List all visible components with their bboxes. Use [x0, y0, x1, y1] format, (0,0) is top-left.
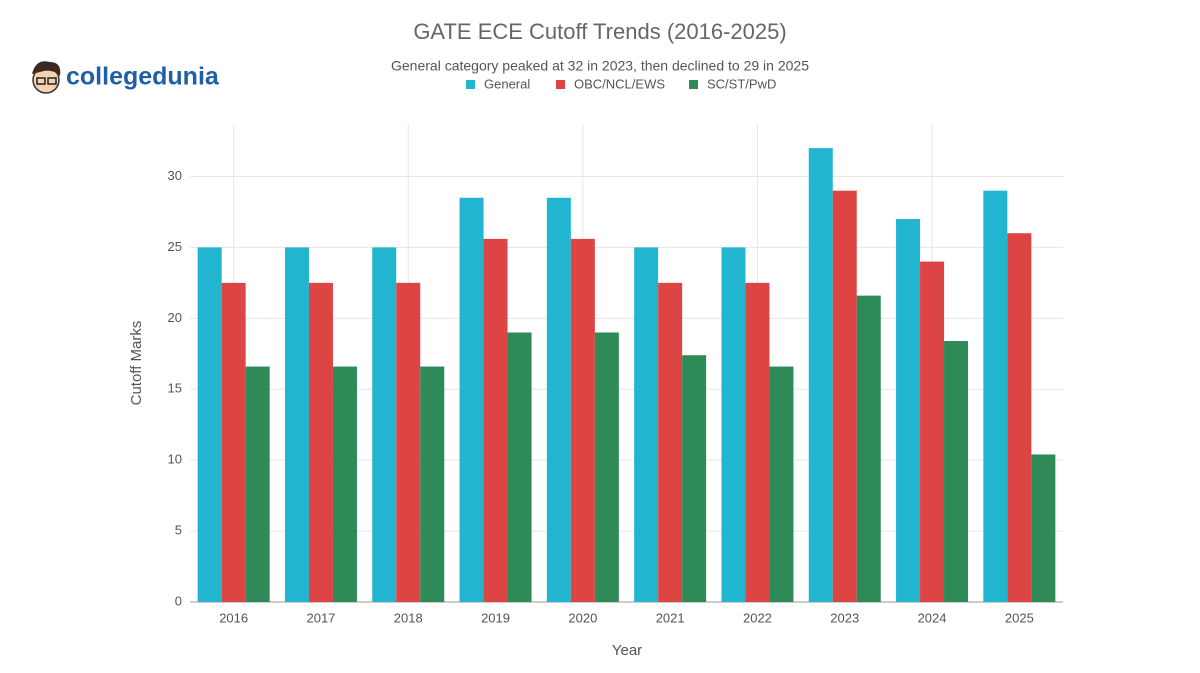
logo-text: collegedunia — [66, 63, 220, 91]
bar — [808, 148, 833, 602]
legend-label: OBC/NCL/EWS — [574, 76, 665, 91]
bar — [221, 282, 246, 602]
x-tick-label: 2017 — [306, 610, 335, 625]
bar — [459, 197, 484, 602]
chart-title: GATE ECE Cutoff Trends (2016-2025) — [413, 19, 786, 44]
logo-glasses — [36, 77, 46, 85]
legend-swatch — [556, 80, 565, 89]
y-tick-label: 10 — [168, 452, 182, 467]
x-tick-label: 2016 — [219, 610, 248, 625]
bar — [658, 282, 683, 602]
x-tick-label: 2018 — [394, 610, 423, 625]
bar — [396, 282, 421, 602]
bar — [594, 332, 619, 602]
bar — [832, 190, 857, 603]
y-tick-label: 20 — [168, 310, 182, 325]
bar — [682, 355, 707, 602]
bar — [920, 261, 945, 602]
bar — [769, 366, 794, 602]
chart-subtitle: General category peaked at 32 in 2023, t… — [391, 58, 809, 74]
y-tick-label: 0 — [175, 593, 182, 608]
bar — [284, 247, 309, 603]
y-axis-label: Cutoff Marks — [128, 321, 145, 406]
legend-label: SC/ST/PwD — [707, 76, 776, 91]
y-tick-label: 30 — [168, 168, 182, 183]
bar — [745, 282, 770, 602]
x-axis-label: Year — [612, 642, 642, 659]
legend-label: General — [484, 76, 530, 91]
x-tick-label: 2022 — [743, 610, 772, 625]
bar — [546, 197, 571, 602]
legend-swatch — [466, 80, 475, 89]
x-tick-label: 2023 — [830, 610, 859, 625]
legend-swatch — [689, 80, 698, 89]
x-tick-label: 2024 — [918, 610, 947, 625]
x-tick-label: 2021 — [656, 610, 685, 625]
x-tick-label: 2025 — [1005, 610, 1034, 625]
bar — [983, 190, 1008, 603]
bar — [896, 219, 921, 602]
y-tick-label: 25 — [168, 239, 182, 254]
y-tick-label: 5 — [175, 523, 182, 538]
bar — [721, 247, 746, 603]
bar — [856, 295, 881, 602]
bar — [1031, 454, 1056, 602]
y-tick-label: 15 — [168, 381, 182, 396]
bar — [308, 282, 333, 602]
bar — [944, 341, 969, 602]
x-tick-label: 2019 — [481, 610, 510, 625]
bar — [372, 247, 397, 603]
bar — [483, 238, 508, 603]
bar — [507, 332, 532, 602]
bar — [634, 247, 659, 603]
logo: collegedunia — [32, 61, 220, 94]
bar — [332, 366, 357, 602]
x-tick-label: 2020 — [568, 610, 597, 625]
bar — [197, 247, 222, 603]
bar — [245, 366, 270, 602]
logo-glasses — [47, 77, 57, 85]
bar — [1007, 233, 1032, 602]
logo-hair — [32, 61, 61, 76]
bar — [570, 238, 595, 603]
bar — [420, 366, 445, 602]
